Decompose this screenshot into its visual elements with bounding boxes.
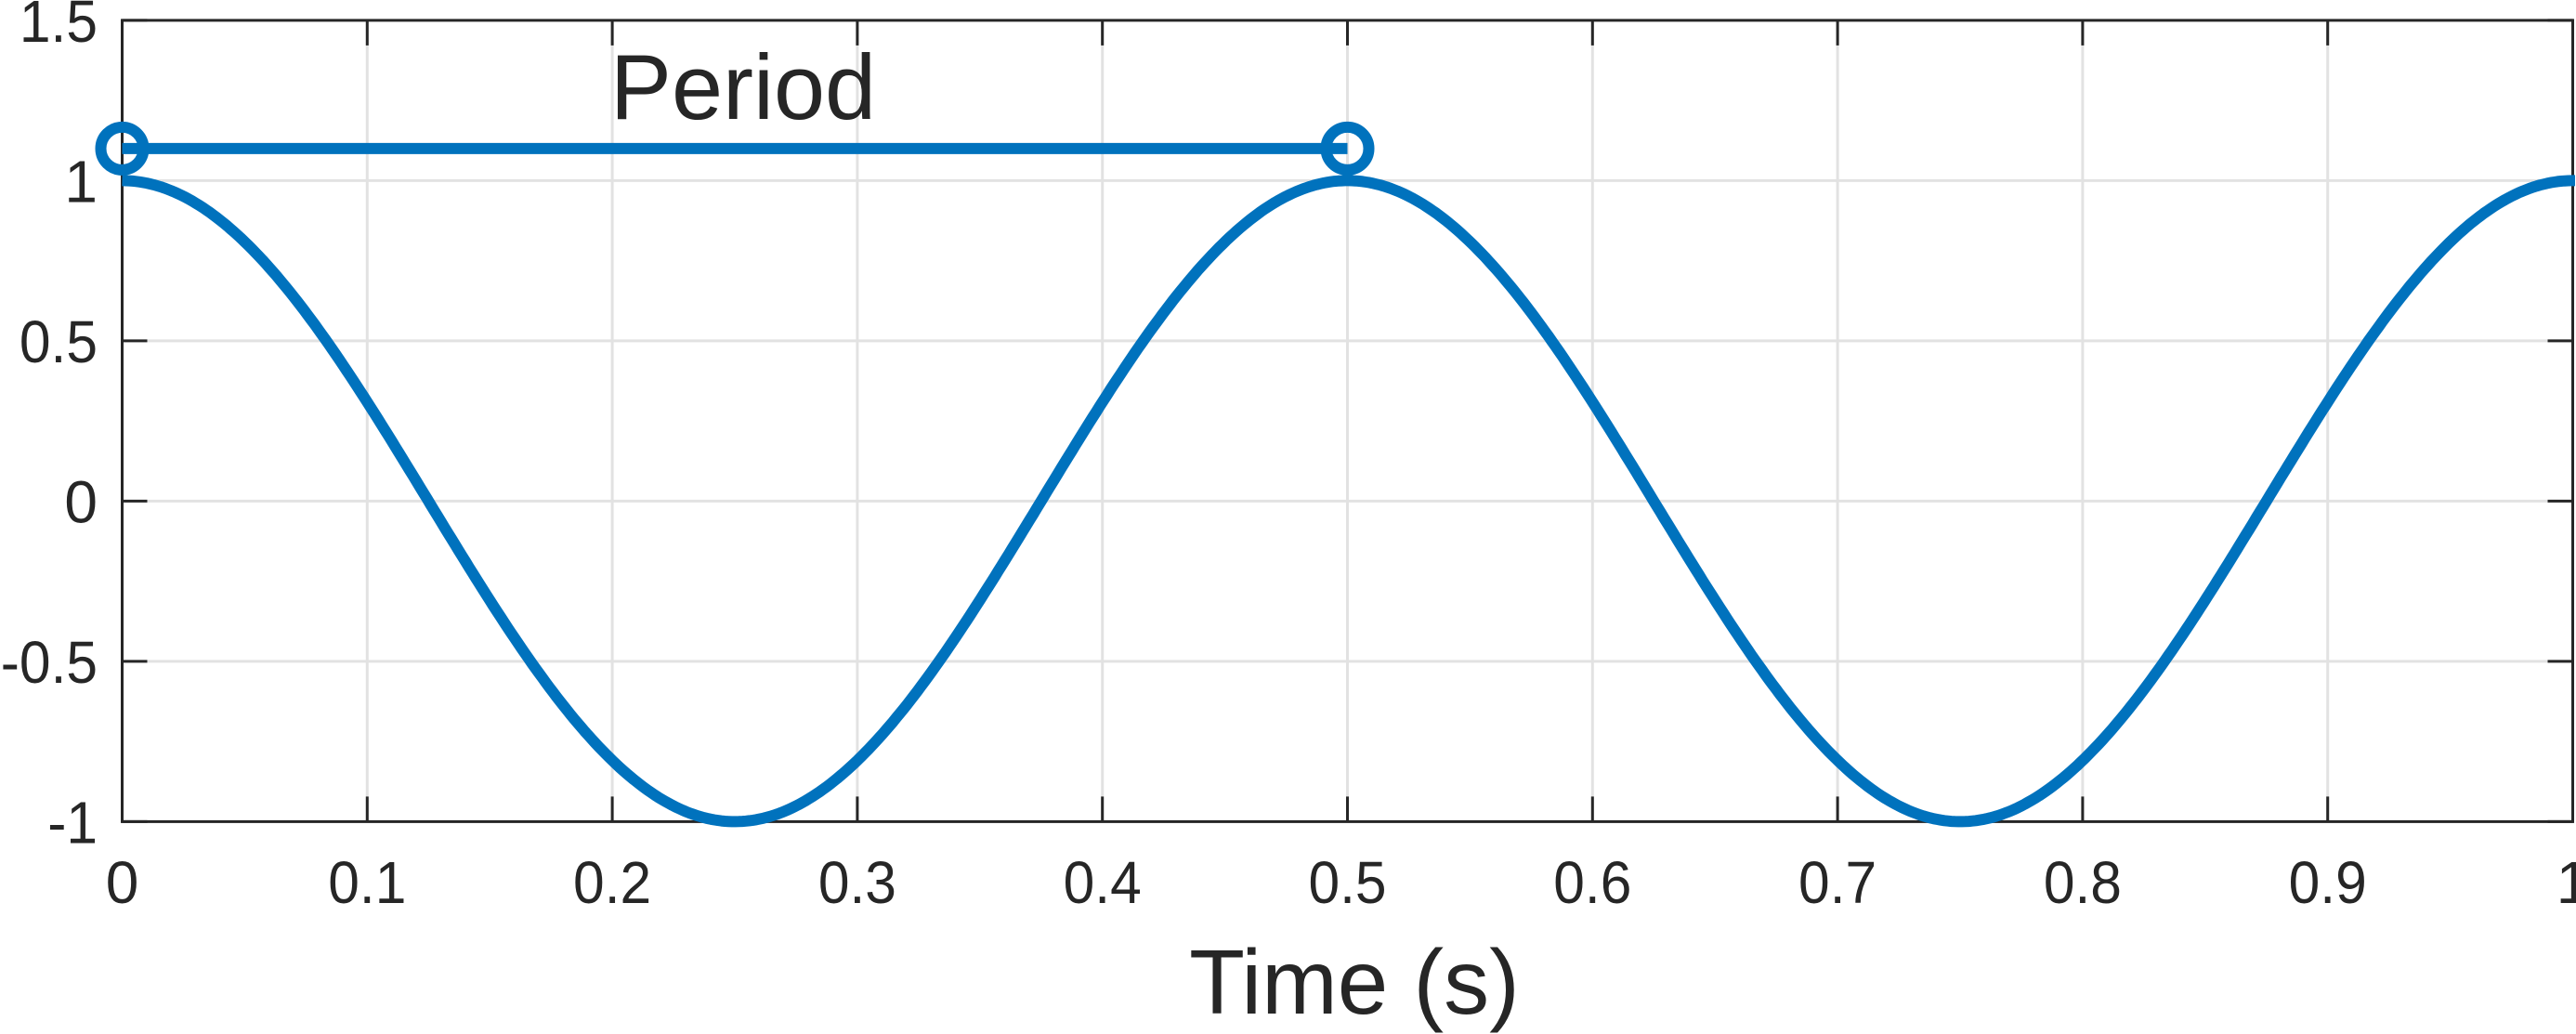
svg-text:0.5: 0.5 (1308, 849, 1386, 916)
svg-text:0.4: 0.4 (1064, 849, 1142, 916)
svg-text:0.7: 0.7 (1798, 849, 1876, 916)
svg-text:Period: Period (610, 35, 876, 138)
svg-text:1.5: 1.5 (20, 0, 98, 55)
svg-text:0.1: 0.1 (328, 849, 406, 916)
svg-text:0.6: 0.6 (1553, 849, 1631, 916)
svg-text:0.5: 0.5 (20, 308, 98, 375)
svg-text:0.8: 0.8 (2044, 849, 2122, 916)
svg-text:1: 1 (64, 149, 98, 216)
svg-text:0: 0 (106, 849, 139, 916)
svg-text:-1: -1 (47, 790, 98, 857)
svg-text:0.3: 0.3 (818, 849, 896, 916)
svg-text:-0.5: -0.5 (1, 629, 98, 696)
svg-text:0.2: 0.2 (573, 849, 651, 916)
svg-text:0.9: 0.9 (2289, 849, 2367, 916)
svg-text:1: 1 (2556, 849, 2576, 916)
svg-text:0: 0 (64, 469, 98, 536)
svg-text:Time (s): Time (s) (1189, 931, 1520, 1033)
